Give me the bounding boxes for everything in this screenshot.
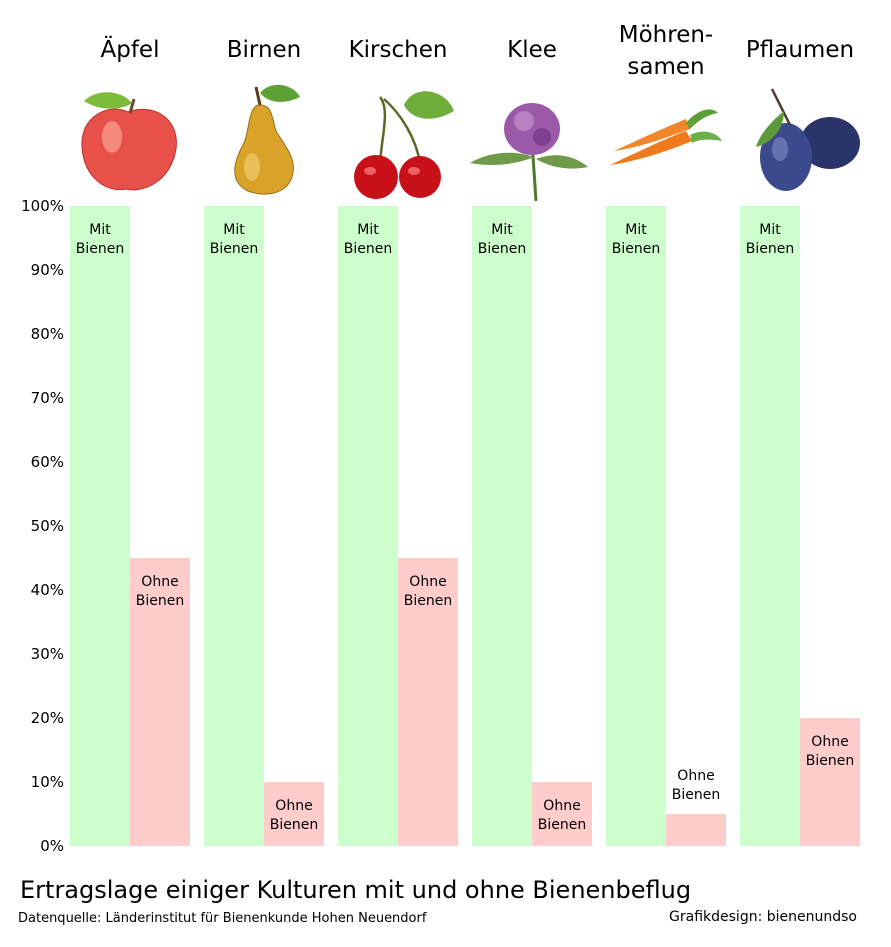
bar-mit-bienen: [472, 206, 532, 846]
bar-mit-bienen: [338, 206, 398, 846]
bar-ohne-bienen: [398, 558, 458, 846]
pear-icon: [234, 84, 300, 195]
y-tick-label: 30%: [31, 645, 64, 663]
bar-data-label: Bienen: [612, 241, 660, 257]
bar-data-label: Bienen: [76, 241, 124, 257]
bar-data-label: Ohne: [811, 734, 848, 750]
chart-title: Ertragslage einiger Kulturen mit und ohn…: [20, 876, 692, 904]
y-tick-label: 70%: [31, 389, 64, 407]
bar-data-label: Mit: [759, 222, 781, 238]
y-tick-label: 90%: [31, 261, 64, 279]
bar-ohne-bienen: [130, 558, 190, 846]
y-tick-label: 80%: [31, 325, 64, 343]
bar-ohne-bienen: [532, 782, 592, 846]
y-tick-label: 40%: [31, 581, 64, 599]
carrots-icon: [610, 109, 722, 165]
bar-data-label: Bienen: [136, 593, 184, 609]
bar-data-label: Bienen: [478, 241, 526, 257]
category-label: samen: [627, 54, 704, 80]
bar-data-label: Bienen: [210, 241, 258, 257]
category-label: Klee: [507, 37, 557, 63]
category-label: Kirschen: [349, 37, 448, 63]
bar-data-label: Ohne: [141, 574, 178, 590]
category-label: Möhren-: [619, 22, 713, 48]
bar-data-label: Bienen: [806, 753, 854, 769]
data-source-note: Datenquelle: Länderinstitut für Bienenku…: [18, 911, 427, 926]
bar-data-label: Bienen: [270, 817, 318, 833]
bar-data-label: Bienen: [538, 817, 586, 833]
bar-mit-bienen: [204, 206, 264, 846]
bar-data-label: Mit: [89, 222, 111, 238]
plums-icon: [756, 88, 860, 191]
bar-mit-bienen: [606, 206, 666, 846]
category-label: Pflaumen: [746, 37, 854, 63]
bar-data-label: Bienen: [672, 787, 720, 803]
apple-icon: [81, 92, 177, 191]
bar-ohne-bienen: [666, 814, 726, 846]
bar-data-label: Bienen: [344, 241, 392, 257]
bar-data-label: Ohne: [677, 768, 714, 784]
y-tick-label: 0%: [40, 837, 64, 855]
bar-data-label: Mit: [357, 222, 379, 238]
y-tick-label: 20%: [31, 709, 64, 727]
category-label: Äpfel: [101, 35, 160, 63]
bar-data-label: Bienen: [746, 241, 794, 257]
bar-mit-bienen: [70, 206, 130, 846]
bar-ohne-bienen: [264, 782, 324, 846]
bar-ohne-bienen: [800, 718, 860, 846]
bar-data-label: Ohne: [543, 798, 580, 814]
bar-data-label: Bienen: [404, 593, 452, 609]
bar-data-label: Mit: [625, 222, 647, 238]
y-tick-label: 60%: [31, 453, 64, 471]
bar-data-label: Mit: [223, 222, 245, 238]
bar-data-label: Ohne: [409, 574, 446, 590]
clover-icon: [470, 103, 588, 202]
design-credit: Grafikdesign: bienenundso: [669, 909, 857, 925]
bar-data-label: Ohne: [275, 798, 312, 814]
cherries-icon: [354, 91, 454, 199]
category-label: Birnen: [227, 37, 302, 63]
bar-data-label: Mit: [491, 222, 513, 238]
bar-mit-bienen: [740, 206, 800, 846]
y-tick-label: 100%: [21, 197, 64, 215]
y-tick-label: 10%: [31, 773, 64, 791]
y-tick-label: 50%: [31, 517, 64, 535]
